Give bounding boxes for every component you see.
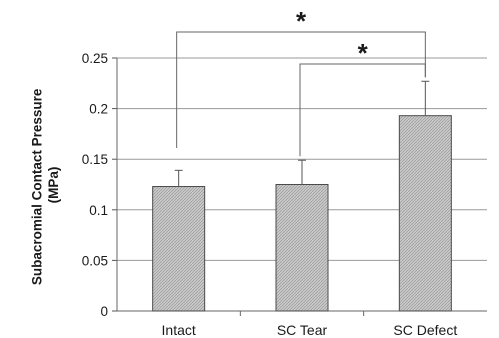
y-axis-label: Subacromial Contact Pressure (MPa) (29, 85, 61, 285)
y-axis-label-line-1: Subacromial Contact Pressure (29, 88, 44, 285)
x-tick-label: SC Defect (393, 322, 457, 338)
x-tick-labels: Intact SC Tear SC Defect (162, 322, 458, 338)
significance-star: * (358, 38, 369, 68)
significance-bracket (299, 63, 426, 157)
x-tick-label: Intact (162, 322, 196, 338)
y-tick-label: 0.25 (82, 51, 108, 66)
bar (398, 115, 452, 312)
y-tick-label: 0.05 (82, 253, 108, 268)
y-axis-label-line-2: (MPa) (46, 167, 61, 204)
y-tick-label: 0.2 (89, 102, 108, 117)
significance-brackets: ** (176, 6, 426, 157)
y-tick-label: 0 (100, 304, 108, 319)
bars (152, 115, 452, 312)
bar (152, 186, 206, 312)
x-tick-label: SC Tear (277, 322, 328, 338)
error-bars (174, 80, 430, 187)
y-tick-label: 0.15 (82, 152, 108, 167)
bar (275, 184, 329, 312)
significance-bracket (176, 31, 426, 148)
y-tick-label: 0.1 (89, 203, 108, 218)
significance-star: * (296, 6, 307, 36)
y-tick-labels: 0 0.05 0.1 0.15 0.2 0.25 (82, 51, 108, 319)
